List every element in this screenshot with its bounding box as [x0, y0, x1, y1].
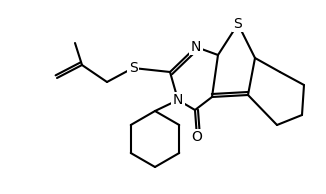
Text: S: S [234, 17, 242, 31]
Text: S: S [129, 61, 137, 75]
Text: N: N [191, 40, 201, 54]
Text: N: N [173, 93, 183, 107]
Text: O: O [192, 130, 202, 144]
